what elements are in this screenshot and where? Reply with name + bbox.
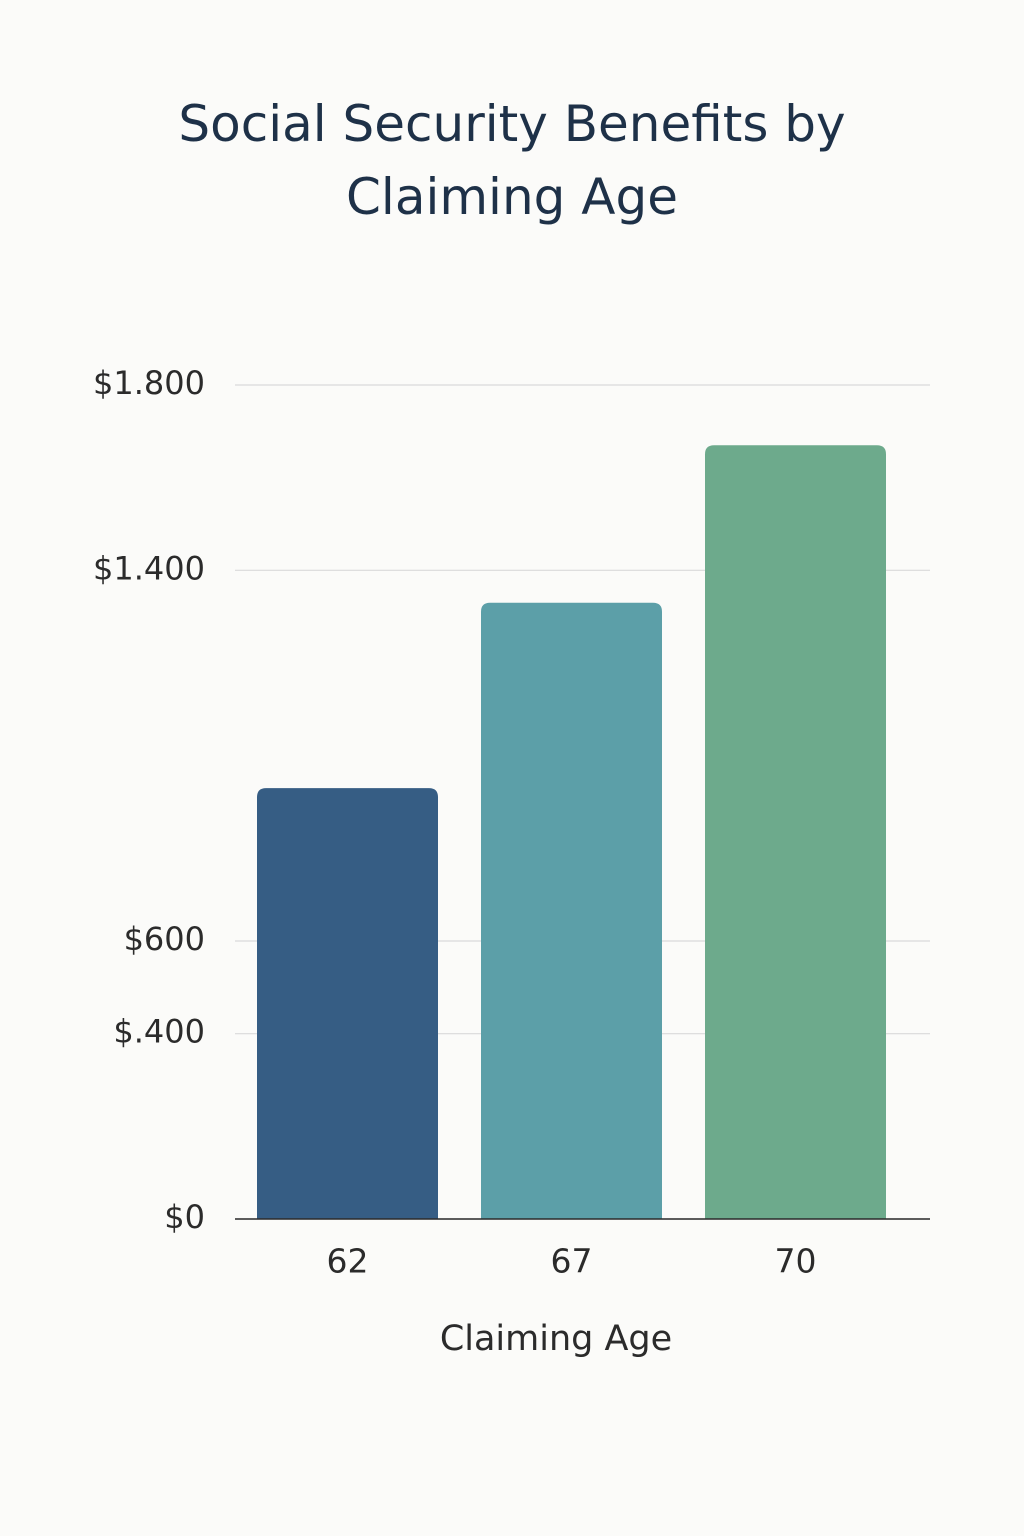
bar <box>481 602 662 1219</box>
y-tick-label: $600 <box>124 920 205 958</box>
x-tick-label: 67 <box>551 1242 593 1281</box>
bar <box>705 445 886 1219</box>
y-tick-label: $1.800 <box>93 364 205 402</box>
x-axis-title: Claiming Age <box>440 1319 672 1359</box>
chart-title: Social Security Benefits by Claiming Age <box>178 95 846 226</box>
x-tick-label: 70 <box>775 1242 817 1281</box>
y-tick-label: $0 <box>164 1198 205 1236</box>
bar <box>257 788 438 1219</box>
x-tick-label: 62 <box>327 1242 369 1281</box>
y-tick-label: $1.400 <box>93 549 205 587</box>
y-tick-label: $.400 <box>113 1013 205 1051</box>
